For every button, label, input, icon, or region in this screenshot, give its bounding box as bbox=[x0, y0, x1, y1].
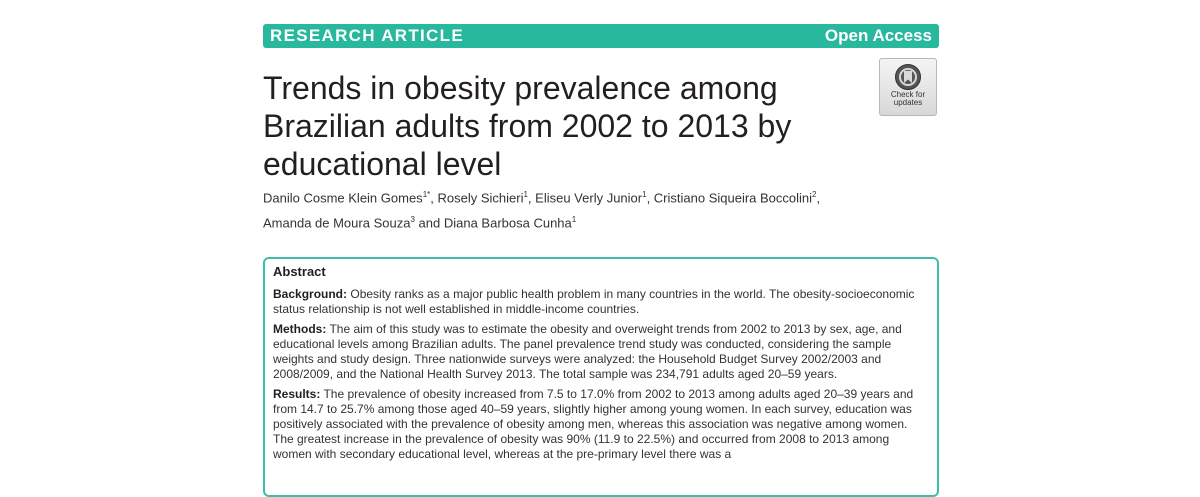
author-affiliation: 3 bbox=[410, 215, 415, 225]
author-affiliation: 1 bbox=[523, 190, 528, 199]
bookmark-circle-icon bbox=[895, 64, 921, 90]
article-type-label: RESEARCH ARTICLE bbox=[270, 26, 464, 45]
author-name: Cristiano Siqueira Boccolini bbox=[653, 190, 813, 206]
author-name: Eliseu Verly Junior bbox=[535, 190, 643, 206]
author-affiliation: 1* bbox=[422, 190, 431, 199]
author-name: Danilo Cosme Klein Gomes bbox=[263, 190, 423, 206]
open-access-label[interactable]: Open Access bbox=[824, 26, 932, 45]
results-text: The prevalence of obesity increased from… bbox=[273, 387, 914, 461]
author-name: Diana Barbosa Cunha bbox=[443, 215, 572, 231]
author-list: Danilo Cosme Klein Gomes1*, Rosely Sichi… bbox=[263, 190, 821, 231]
methods-text: The aim of this study was to estimate th… bbox=[273, 322, 902, 381]
article-banner: RESEARCH ARTICLE Open Access bbox=[263, 24, 939, 48]
author-affiliation: 1 bbox=[642, 190, 647, 199]
abstract-heading: Abstract bbox=[273, 264, 326, 279]
author-conjunction: and bbox=[418, 215, 441, 231]
badge-text-1: Check for bbox=[890, 90, 926, 99]
check-for-updates-button[interactable]: Check for updates bbox=[879, 58, 937, 116]
background-text: Obesity ranks as a major public health p… bbox=[273, 287, 915, 316]
author-name: Amanda de Moura Souza bbox=[263, 215, 411, 231]
badge-text-2: updates bbox=[893, 98, 923, 107]
author-affiliation: 2 bbox=[812, 190, 817, 199]
abstract-results: Results: The prevalence of obesity incre… bbox=[273, 387, 929, 462]
background-label: Background: bbox=[273, 287, 348, 301]
author-affiliation: 1 bbox=[571, 215, 577, 225]
author-name: Rosely Sichieri bbox=[437, 190, 524, 206]
abstract-box: Abstract Background: Obesity ranks as a … bbox=[263, 257, 939, 497]
article-page: RESEARCH ARTICLE Open Access Trends in o… bbox=[263, 24, 939, 497]
methods-label: Methods: bbox=[273, 322, 327, 336]
abstract-methods: Methods: The aim of this study was to es… bbox=[273, 322, 929, 382]
results-label: Results: bbox=[273, 387, 321, 401]
article-title: Trends in obesity prevalence among Brazi… bbox=[263, 70, 792, 182]
abstract-background: Background: Obesity ranks as a major pub… bbox=[273, 287, 929, 317]
